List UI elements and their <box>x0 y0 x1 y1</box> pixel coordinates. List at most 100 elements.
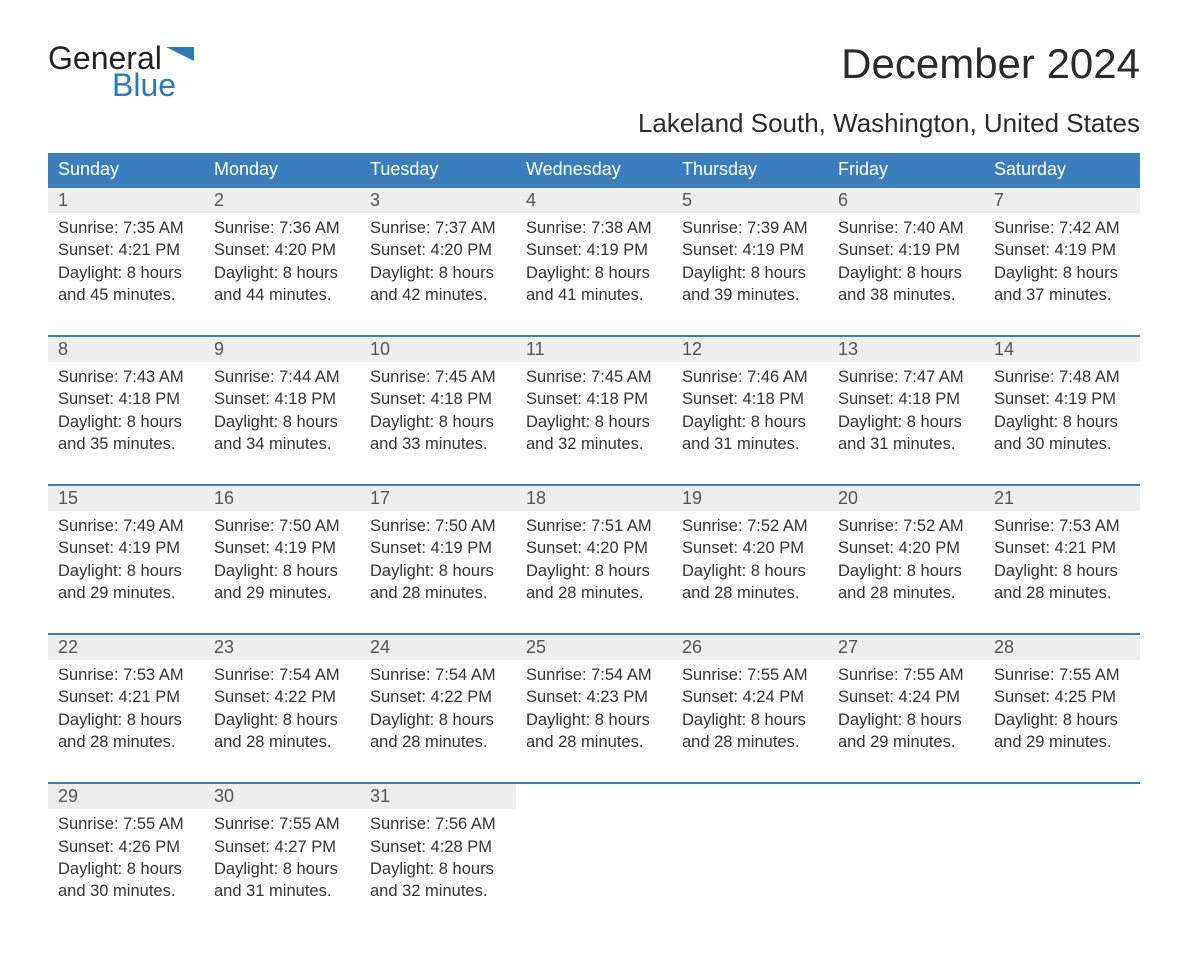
page-title: December 2024 <box>841 40 1140 88</box>
daylight-line-2: and 32 minutes. <box>370 880 506 902</box>
day-cell <box>984 809 1140 912</box>
date-cell: 31 <box>360 783 516 809</box>
sunset-line: Sunset: 4:19 PM <box>370 537 506 559</box>
daylight-line-1: Daylight: 8 hours <box>370 560 506 582</box>
date-cell: 14 <box>984 336 1140 362</box>
sunrise-line: Sunrise: 7:45 AM <box>370 366 506 388</box>
date-row: 293031 <box>48 783 1140 809</box>
daylight-line-1: Daylight: 8 hours <box>214 709 350 731</box>
brand-word-2: Blue <box>112 67 176 104</box>
day-cell: Sunrise: 7:55 AMSunset: 4:27 PMDaylight:… <box>204 809 360 912</box>
day-header: Sunday <box>48 153 204 187</box>
daylight-line-1: Daylight: 8 hours <box>58 411 194 433</box>
day-cell: Sunrise: 7:45 AMSunset: 4:18 PMDaylight:… <box>360 362 516 465</box>
sunrise-line: Sunrise: 7:55 AM <box>682 664 818 686</box>
daylight-line-1: Daylight: 8 hours <box>58 560 194 582</box>
date-cell: 8 <box>48 336 204 362</box>
daylight-line-2: and 32 minutes. <box>526 433 662 455</box>
daylight-line-2: and 28 minutes. <box>526 731 662 753</box>
calendar-header: SundayMondayTuesdayWednesdayThursdayFrid… <box>48 153 1140 187</box>
daylight-line-2: and 31 minutes. <box>682 433 818 455</box>
daylight-line-2: and 38 minutes. <box>838 284 974 306</box>
date-cell: 25 <box>516 634 672 660</box>
day-cell: Sunrise: 7:52 AMSunset: 4:20 PMDaylight:… <box>828 511 984 614</box>
daylight-line-1: Daylight: 8 hours <box>58 709 194 731</box>
date-cell: 17 <box>360 485 516 511</box>
header-row: General Blue December 2024 <box>48 40 1140 104</box>
date-cell: 12 <box>672 336 828 362</box>
daylight-line-1: Daylight: 8 hours <box>526 262 662 284</box>
day-cell: Sunrise: 7:54 AMSunset: 4:23 PMDaylight:… <box>516 660 672 763</box>
date-cell: 11 <box>516 336 672 362</box>
date-cell: 20 <box>828 485 984 511</box>
sunset-line: Sunset: 4:25 PM <box>994 686 1130 708</box>
sunrise-line: Sunrise: 7:36 AM <box>214 217 350 239</box>
daylight-line-2: and 29 minutes. <box>214 582 350 604</box>
day-cell: Sunrise: 7:55 AMSunset: 4:24 PMDaylight:… <box>828 660 984 763</box>
day-cell: Sunrise: 7:50 AMSunset: 4:19 PMDaylight:… <box>360 511 516 614</box>
daylight-line-1: Daylight: 8 hours <box>994 262 1130 284</box>
sunset-line: Sunset: 4:21 PM <box>994 537 1130 559</box>
date-cell: 29 <box>48 783 204 809</box>
day-header: Wednesday <box>516 153 672 187</box>
daylight-line-1: Daylight: 8 hours <box>994 411 1130 433</box>
date-cell: 18 <box>516 485 672 511</box>
sunrise-line: Sunrise: 7:56 AM <box>370 813 506 835</box>
date-cell: 5 <box>672 187 828 213</box>
daylight-line-2: and 28 minutes. <box>682 731 818 753</box>
day-cell: Sunrise: 7:43 AMSunset: 4:18 PMDaylight:… <box>48 362 204 465</box>
sunrise-line: Sunrise: 7:55 AM <box>838 664 974 686</box>
daylight-line-1: Daylight: 8 hours <box>838 411 974 433</box>
sunrise-line: Sunrise: 7:37 AM <box>370 217 506 239</box>
sunrise-line: Sunrise: 7:48 AM <box>994 366 1130 388</box>
daylight-line-2: and 33 minutes. <box>370 433 506 455</box>
day-header: Monday <box>204 153 360 187</box>
sunset-line: Sunset: 4:24 PM <box>838 686 974 708</box>
day-cell: Sunrise: 7:48 AMSunset: 4:19 PMDaylight:… <box>984 362 1140 465</box>
daylight-line-1: Daylight: 8 hours <box>58 262 194 284</box>
day-cell: Sunrise: 7:54 AMSunset: 4:22 PMDaylight:… <box>204 660 360 763</box>
daylight-line-2: and 42 minutes. <box>370 284 506 306</box>
day-cell: Sunrise: 7:40 AMSunset: 4:19 PMDaylight:… <box>828 213 984 316</box>
daylight-line-2: and 35 minutes. <box>58 433 194 455</box>
date-cell: 15 <box>48 485 204 511</box>
daylight-line-1: Daylight: 8 hours <box>370 709 506 731</box>
body-row: Sunrise: 7:53 AMSunset: 4:21 PMDaylight:… <box>48 660 1140 763</box>
day-header: Friday <box>828 153 984 187</box>
date-cell: 1 <box>48 187 204 213</box>
sunset-line: Sunset: 4:20 PM <box>682 537 818 559</box>
daylight-line-1: Daylight: 8 hours <box>682 262 818 284</box>
sunrise-line: Sunrise: 7:40 AM <box>838 217 974 239</box>
day-cell: Sunrise: 7:50 AMSunset: 4:19 PMDaylight:… <box>204 511 360 614</box>
daylight-line-2: and 28 minutes. <box>58 731 194 753</box>
daylight-line-2: and 28 minutes. <box>370 582 506 604</box>
daylight-line-2: and 45 minutes. <box>58 284 194 306</box>
daylight-line-1: Daylight: 8 hours <box>370 411 506 433</box>
location-subtitle: Lakeland South, Washington, United State… <box>48 108 1140 139</box>
sunrise-line: Sunrise: 7:55 AM <box>58 813 194 835</box>
daylight-line-2: and 30 minutes. <box>994 433 1130 455</box>
daylight-line-1: Daylight: 8 hours <box>838 262 974 284</box>
sunrise-line: Sunrise: 7:53 AM <box>994 515 1130 537</box>
daylight-line-1: Daylight: 8 hours <box>682 411 818 433</box>
sunset-line: Sunset: 4:19 PM <box>682 239 818 261</box>
sunrise-line: Sunrise: 7:55 AM <box>214 813 350 835</box>
date-cell: 19 <box>672 485 828 511</box>
day-header: Saturday <box>984 153 1140 187</box>
date-cell: 6 <box>828 187 984 213</box>
sunset-line: Sunset: 4:18 PM <box>526 388 662 410</box>
sunset-line: Sunset: 4:18 PM <box>58 388 194 410</box>
date-cell: 10 <box>360 336 516 362</box>
sunrise-line: Sunrise: 7:43 AM <box>58 366 194 388</box>
sunset-line: Sunset: 4:19 PM <box>994 239 1130 261</box>
sunset-line: Sunset: 4:18 PM <box>838 388 974 410</box>
date-cell: 2 <box>204 187 360 213</box>
body-row: Sunrise: 7:35 AMSunset: 4:21 PMDaylight:… <box>48 213 1140 316</box>
day-cell: Sunrise: 7:44 AMSunset: 4:18 PMDaylight:… <box>204 362 360 465</box>
day-cell: Sunrise: 7:51 AMSunset: 4:20 PMDaylight:… <box>516 511 672 614</box>
daylight-line-2: and 28 minutes. <box>682 582 818 604</box>
day-cell <box>828 809 984 912</box>
day-cell: Sunrise: 7:39 AMSunset: 4:19 PMDaylight:… <box>672 213 828 316</box>
daylight-line-1: Daylight: 8 hours <box>526 709 662 731</box>
sunset-line: Sunset: 4:21 PM <box>58 239 194 261</box>
